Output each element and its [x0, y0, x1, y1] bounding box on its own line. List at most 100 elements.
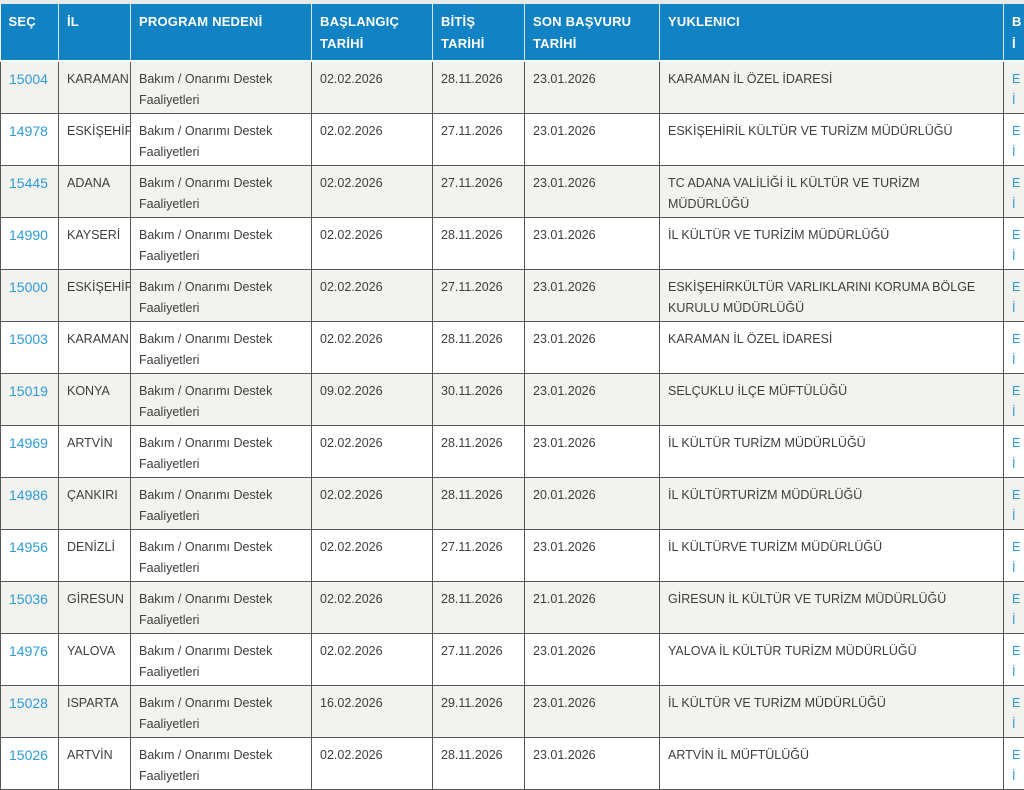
cell-son-basvuru: 23.01.2026: [525, 686, 660, 738]
cell-son-basvuru: 23.01.2026: [525, 634, 660, 686]
action-link-clipped[interactable]: İ: [1012, 454, 1024, 475]
cell-il: ISPARTA: [59, 686, 131, 738]
action-link-clipped[interactable]: E: [1012, 225, 1024, 246]
action-link-clipped[interactable]: İ: [1012, 714, 1024, 735]
cell-baslangic: 02.02.2026: [312, 738, 433, 790]
cell-il: ÇANKIRI: [59, 478, 131, 530]
col-header-sec: SEÇ: [1, 4, 59, 61]
cell-program: Bakım / Onarımı Destek Faaliyetleri: [131, 478, 312, 530]
col-header-bitis-tarihi: BİTİŞ TARİHİ: [433, 4, 525, 61]
action-link-clipped[interactable]: İ: [1012, 298, 1024, 319]
cell-baslangic: 16.02.2026: [312, 686, 433, 738]
select-record-link[interactable]: 14990: [9, 227, 48, 243]
select-record-link[interactable]: 15003: [9, 331, 48, 347]
select-record-link[interactable]: 15004: [9, 71, 48, 87]
cell-sec: 14976: [1, 634, 59, 686]
action-link-clipped[interactable]: E: [1012, 589, 1024, 610]
col-header-yuklenici: YUKLENICI: [660, 4, 1004, 61]
cell-program: Bakım / Onarımı Destek Faaliyetleri: [131, 114, 312, 166]
action-link-clipped[interactable]: İ: [1012, 766, 1024, 787]
cell-son-basvuru: 23.01.2026: [525, 270, 660, 322]
select-record-link[interactable]: 14956: [9, 539, 48, 555]
select-record-link[interactable]: 14978: [9, 123, 48, 139]
select-record-link[interactable]: 14976: [9, 643, 48, 659]
action-link-clipped[interactable]: E: [1012, 329, 1024, 350]
cell-bitis: 27.11.2026: [433, 166, 525, 218]
cell-program: Bakım / Onarımı Destek Faaliyetleri: [131, 218, 312, 270]
cell-il: DENİZLİ: [59, 530, 131, 582]
action-link-clipped[interactable]: İ: [1012, 506, 1024, 527]
action-link-clipped[interactable]: E: [1012, 277, 1024, 298]
col-header-son-basvuru-tarihi: SON BAŞVURU TARİHİ: [525, 4, 660, 61]
cell-bitis: 28.11.2026: [433, 426, 525, 478]
applications-table-container: SEÇ İL PROGRAM NEDENİ BAŞLANGIÇ TARİHİ B…: [0, 4, 1024, 790]
action-link-clipped[interactable]: İ: [1012, 350, 1024, 371]
select-record-link[interactable]: 15000: [9, 279, 48, 295]
cell-sec: 15445: [1, 166, 59, 218]
cell-yuklenici: İL KÜLTÜRVE TURİZM MÜDÜRLÜĞÜ: [660, 530, 1004, 582]
select-record-link[interactable]: 14969: [9, 435, 48, 451]
select-record-link[interactable]: 15026: [9, 747, 48, 763]
action-link-clipped[interactable]: E: [1012, 745, 1024, 766]
cell-sec: 14969: [1, 426, 59, 478]
action-link-clipped[interactable]: E: [1012, 537, 1024, 558]
action-link-clipped[interactable]: E: [1012, 381, 1024, 402]
action-link-clipped[interactable]: İ: [1012, 610, 1024, 631]
select-record-link[interactable]: 15036: [9, 591, 48, 607]
cell-baslangic: 02.02.2026: [312, 218, 433, 270]
cell-sec: 14986: [1, 478, 59, 530]
action-link-clipped[interactable]: İ: [1012, 558, 1024, 579]
select-record-link[interactable]: 15445: [9, 175, 48, 191]
cell-program: Bakım / Onarımı Destek Faaliyetleri: [131, 686, 312, 738]
cell-son-basvuru: 23.01.2026: [525, 738, 660, 790]
select-record-link[interactable]: 15028: [9, 695, 48, 711]
cell-sec: 15036: [1, 582, 59, 634]
action-link-clipped[interactable]: E: [1012, 433, 1024, 454]
cell-bitis: 29.11.2026: [433, 686, 525, 738]
cell-yuklenici: TC ADANA VALİLİĞİ İL KÜLTÜR VE TURİZM MÜ…: [660, 166, 1004, 218]
cell-son-basvuru: 21.01.2026: [525, 582, 660, 634]
cell-yuklenici: SELÇUKLU İLÇE MÜFTÜLÜĞÜ: [660, 374, 1004, 426]
action-link-clipped[interactable]: İ: [1012, 246, 1024, 267]
action-link-clipped[interactable]: İ: [1012, 90, 1024, 111]
select-record-link[interactable]: 14986: [9, 487, 48, 503]
cell-bitis: 27.11.2026: [433, 530, 525, 582]
cell-yuklenici: YALOVA İL KÜLTÜR TURİZM MÜDÜRLÜĞÜ: [660, 634, 1004, 686]
cell-sec: 15026: [1, 738, 59, 790]
action-link-clipped[interactable]: E: [1012, 121, 1024, 142]
cell-bitis: 28.11.2026: [433, 478, 525, 530]
action-link-clipped[interactable]: İ: [1012, 142, 1024, 163]
cell-yuklenici: İL KÜLTÜR VE TURİZM MÜDÜRLÜĞÜ: [660, 686, 1004, 738]
cell-program: Bakım / Onarımı Destek Faaliyetleri: [131, 530, 312, 582]
cell-il: ESKİŞEHİR: [59, 270, 131, 322]
action-link-clipped[interactable]: E: [1012, 69, 1024, 90]
select-record-link[interactable]: 15019: [9, 383, 48, 399]
action-link-clipped[interactable]: İ: [1012, 194, 1024, 215]
cell-program: Bakım / Onarımı Destek Faaliyetleri: [131, 270, 312, 322]
cell-baslangic: 02.02.2026: [312, 322, 433, 374]
cell-son-basvuru: 23.01.2026: [525, 426, 660, 478]
cell-il: GİRESUN: [59, 582, 131, 634]
cell-son-basvuru: 23.01.2026: [525, 114, 660, 166]
action-link-clipped[interactable]: İ: [1012, 662, 1024, 683]
action-link-clipped[interactable]: E: [1012, 693, 1024, 714]
action-link-clipped[interactable]: İ: [1012, 402, 1024, 423]
action-link-clipped[interactable]: E: [1012, 173, 1024, 194]
action-link-clipped[interactable]: E: [1012, 485, 1024, 506]
cell-baslangic: 02.02.2026: [312, 530, 433, 582]
col-header-program-nedeni: PROGRAM NEDENİ: [131, 4, 312, 61]
cell-program: Bakım / Onarımı Destek Faaliyetleri: [131, 426, 312, 478]
cell-il: KARAMAN: [59, 61, 131, 114]
action-link-clipped[interactable]: E: [1012, 641, 1024, 662]
cell-il: ARTVİN: [59, 738, 131, 790]
